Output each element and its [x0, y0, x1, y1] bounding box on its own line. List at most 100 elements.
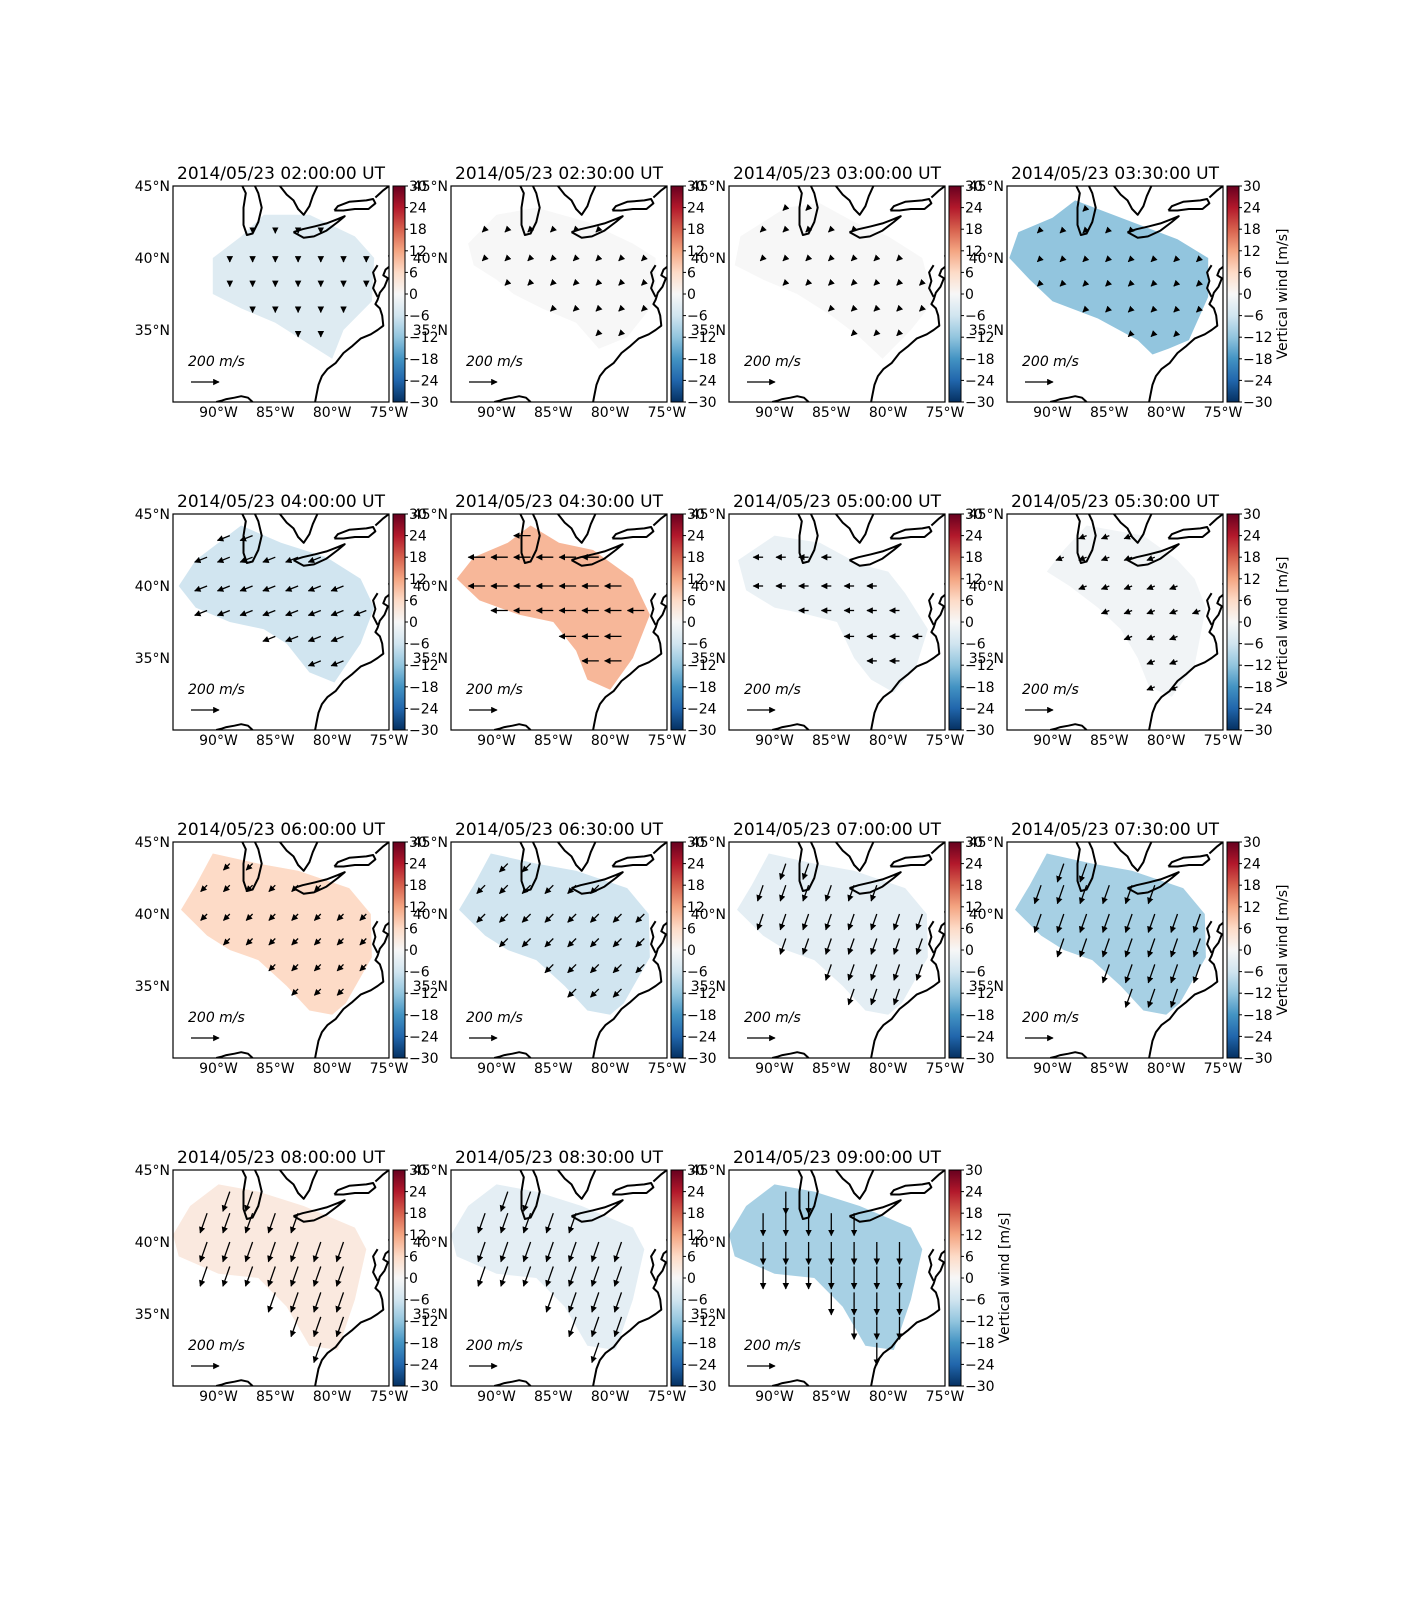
- lat-tick-label: 35°N: [691, 323, 726, 339]
- colorbar-gradient: [392, 841, 406, 1059]
- coastline: [592, 911, 667, 1058]
- wind-arrow: [567, 963, 577, 974]
- coastline: [1127, 215, 1180, 239]
- colorbar-tick-label: −18: [409, 680, 439, 696]
- coastline: [849, 1199, 902, 1223]
- coastline: [652, 1170, 667, 1183]
- axes-frame: [172, 1169, 390, 1387]
- colorbar-tick-label: −12: [1243, 330, 1273, 346]
- wind-arrow: [613, 1316, 623, 1338]
- wind-arrow: [641, 254, 648, 262]
- lat-tick-label: 40°N: [413, 251, 448, 267]
- coastline: [592, 583, 667, 730]
- wind-arrow: [1123, 583, 1133, 590]
- colorbar-tick-label: 12: [409, 1228, 427, 1244]
- map-content: [738, 514, 945, 730]
- map-panel: 2014/05/23 05:00:00 UT 200 m/s 45°N 40°N 35°…: [691, 492, 995, 749]
- wind-arrow: [307, 556, 322, 563]
- wind-arrow: [612, 988, 622, 998]
- lon-tick-label: 75°W: [926, 405, 965, 421]
- colorbar-tick-label: −18: [409, 352, 439, 368]
- axes-frame: [728, 841, 946, 1059]
- map-content: [456, 514, 667, 730]
- map-panel: 2014/05/23 06:00:00 UT 200 m/s 45°N 40°N 35°…: [135, 820, 439, 1077]
- colorbar-tick-label: 0: [409, 1271, 418, 1287]
- coastline: [557, 186, 597, 216]
- coastline: [1075, 514, 1097, 564]
- colorbar-tick-label: 12: [965, 244, 983, 260]
- lon-tick-label: 90°W: [1033, 405, 1072, 421]
- lon-tick-label: 85°W: [812, 1061, 851, 1077]
- wind-arrow: [759, 225, 767, 233]
- wind-arrow: [521, 884, 532, 894]
- wind-arrow: [307, 609, 322, 617]
- coastline: [241, 514, 263, 564]
- wind-arrow: [1192, 938, 1201, 958]
- wind-arrow: [618, 254, 626, 262]
- wind-arrow: [567, 1266, 577, 1287]
- coastline: [293, 543, 346, 567]
- wind-arrow: [595, 278, 603, 286]
- colorbar-tick-label: −6: [687, 637, 708, 653]
- lat-tick-label: 40°N: [691, 579, 726, 595]
- lon-tick-label: 80°W: [591, 1389, 630, 1405]
- wind-arrow: [892, 938, 901, 955]
- panel-title: 2014/05/23 04:00:00 UT: [177, 492, 386, 512]
- wind-arrow: [477, 1241, 486, 1263]
- wind-arrow: [1146, 634, 1156, 641]
- wind-arrow: [499, 1266, 509, 1287]
- vertical-wind-field: [738, 535, 928, 693]
- colorbar-tick-label: −18: [687, 680, 717, 696]
- coastline: [1208, 842, 1223, 855]
- wind-arrow: [1169, 658, 1178, 665]
- colorbar-tick-label: −30: [1243, 723, 1273, 739]
- colorbar-tick-label: 24: [687, 529, 705, 545]
- panel-title: 2014/05/23 04:30:00 UT: [455, 492, 664, 512]
- colorbar-tick-label: 24: [687, 1185, 705, 1201]
- axes-frame: [1006, 185, 1224, 403]
- wind-arrow: [1192, 964, 1201, 984]
- lon-tick-label: 80°W: [591, 733, 630, 749]
- wind-arrow: [1147, 913, 1156, 934]
- coastline: [215, 1051, 254, 1058]
- vertical-wind-field: [1009, 200, 1209, 355]
- colorbar-tick-label: −18: [409, 1336, 439, 1352]
- colorbar: 30 24 18 12 6 0 −6 −12 −18 −24 −30 Vertical wind [m…: [948, 1163, 1013, 1395]
- wind-arrow: [522, 1212, 532, 1234]
- map-content: [178, 514, 389, 730]
- wind-arrow: [1146, 684, 1156, 691]
- vertical-wind-field: [459, 853, 650, 1015]
- coastline: [930, 1170, 945, 1183]
- wind-arrow: [828, 225, 835, 233]
- vertical-wind-field: [178, 525, 375, 683]
- lon-tick-label: 90°W: [755, 405, 794, 421]
- wind-arrow: [1169, 684, 1178, 691]
- lon-tick-label: 90°W: [199, 1061, 238, 1077]
- wind-arrow: [1101, 884, 1110, 905]
- wind-arrow: [1033, 913, 1042, 934]
- wind-arrow: [1082, 204, 1090, 212]
- wind-arrow: [527, 278, 535, 286]
- reference-vector-label: 200 m/s: [466, 682, 523, 698]
- lon-tick-label: 90°W: [477, 1061, 516, 1077]
- coastline: [1208, 186, 1223, 199]
- coastline: [493, 723, 532, 730]
- wind-arrow: [244, 1241, 254, 1263]
- wind-arrow: [285, 585, 299, 592]
- wind-arrow: [1105, 226, 1113, 234]
- map-panel: 2014/05/23 03:00:00 UT 200 m/s 45°N 40°N 35°…: [691, 164, 995, 421]
- wind-arrow: [1169, 988, 1179, 1008]
- coastline: [1049, 395, 1088, 402]
- colorbar-tick-label: 18: [965, 222, 983, 238]
- wind-arrow: [618, 329, 626, 337]
- colorbar: 30 24 18 12 6 0 −6 −12 −18 −24 −30: [392, 1163, 439, 1395]
- lon-tick-label: 80°W: [1147, 733, 1186, 749]
- wind-arrow: [221, 1266, 231, 1287]
- wind-arrow: [1059, 226, 1067, 234]
- coastline: [889, 526, 933, 540]
- panel-title: 2014/05/23 07:30:00 UT: [1011, 820, 1220, 840]
- wind-arrow: [245, 863, 254, 871]
- wind-arrow: [805, 203, 813, 211]
- colorbar-tick-label: 24: [409, 1185, 427, 1201]
- lon-tick-label: 80°W: [869, 1389, 908, 1405]
